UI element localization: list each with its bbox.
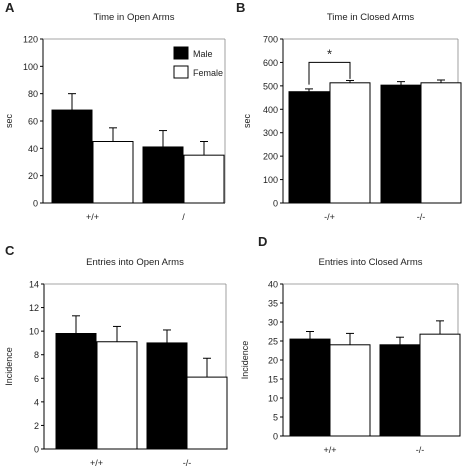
y-tick-label: 4	[34, 397, 39, 407]
panel-letter: A	[5, 0, 15, 15]
y-tick-label: 0	[273, 432, 278, 442]
legend-swatch	[173, 46, 189, 60]
panel-letter: D	[258, 234, 267, 249]
y-tick-label: 100	[23, 62, 38, 72]
y-tick-label: 40	[268, 280, 278, 290]
x-tick-label: -/-	[417, 212, 426, 222]
y-tick-label: 6	[34, 374, 39, 384]
y-tick-label: 600	[263, 58, 278, 68]
y-tick-label: 0	[33, 199, 38, 209]
bar	[146, 342, 188, 450]
y-tick-label: 200	[263, 152, 278, 162]
bar	[55, 333, 97, 450]
y-axis-label: sec	[4, 114, 14, 129]
y-tick-label: 80	[28, 89, 38, 99]
y-axis-label: Incidence	[240, 341, 250, 380]
bar	[96, 341, 138, 450]
legend-label: Female	[193, 68, 223, 78]
y-tick-label: 10	[29, 327, 39, 337]
y-tick-label: 14	[29, 280, 39, 290]
legend-swatch	[173, 65, 189, 79]
y-tick-label: 100	[263, 175, 278, 185]
panel-letter: B	[236, 0, 245, 15]
bar	[142, 146, 184, 204]
y-tick-label: 700	[263, 35, 278, 45]
bar	[186, 376, 228, 450]
bar	[379, 344, 421, 437]
panel-letter: C	[5, 243, 15, 258]
bar	[420, 82, 462, 204]
y-axis-label: sec	[242, 114, 252, 129]
bar	[289, 338, 331, 437]
x-tick-label: -/-	[416, 445, 425, 455]
x-tick-label: +/+	[90, 458, 103, 468]
x-tick-label: -/+	[324, 212, 335, 222]
y-tick-label: 25	[268, 337, 278, 347]
chart-title: Entries into Closed Arms	[318, 257, 422, 268]
y-tick-label: 2	[34, 421, 39, 431]
chart-title: Entries into Open Arms	[86, 257, 184, 268]
significance-bracket	[308, 61, 351, 85]
significance-star: *	[327, 46, 332, 61]
bar	[183, 154, 225, 204]
y-tick-label: 0	[34, 445, 39, 455]
legend-label: Male	[193, 49, 213, 59]
y-tick-label: 120	[23, 35, 38, 45]
x-tick-label: +/+	[86, 212, 99, 222]
y-tick-label: 15	[268, 375, 278, 385]
y-tick-label: 40	[28, 144, 38, 154]
x-tick-label: -/-	[183, 458, 192, 468]
y-axis-label: Incidence	[4, 347, 14, 386]
y-tick-label: 500	[263, 81, 278, 91]
y-tick-label: 60	[28, 117, 38, 127]
y-tick-label: 400	[263, 105, 278, 115]
y-tick-label: 12	[29, 303, 39, 313]
bar	[92, 141, 134, 204]
bar	[329, 82, 371, 204]
bar	[51, 109, 93, 204]
y-tick-label: 5	[273, 413, 278, 423]
x-tick-label: /	[182, 212, 185, 222]
chart-title: Time in Closed Arms	[327, 12, 415, 23]
bar	[288, 91, 330, 204]
y-tick-label: 10	[268, 394, 278, 404]
y-tick-label: 0	[273, 199, 278, 209]
y-tick-label: 300	[263, 128, 278, 138]
x-tick-label: +/+	[323, 445, 336, 455]
y-tick-label: 20	[28, 171, 38, 181]
y-tick-label: 20	[268, 356, 278, 366]
bar	[380, 84, 422, 204]
bar	[329, 344, 371, 437]
y-tick-label: 8	[34, 350, 39, 360]
chart-title: Time in Open Arms	[94, 12, 175, 23]
y-tick-label: 35	[268, 299, 278, 309]
y-tick-label: 30	[268, 318, 278, 328]
bar	[419, 333, 461, 437]
